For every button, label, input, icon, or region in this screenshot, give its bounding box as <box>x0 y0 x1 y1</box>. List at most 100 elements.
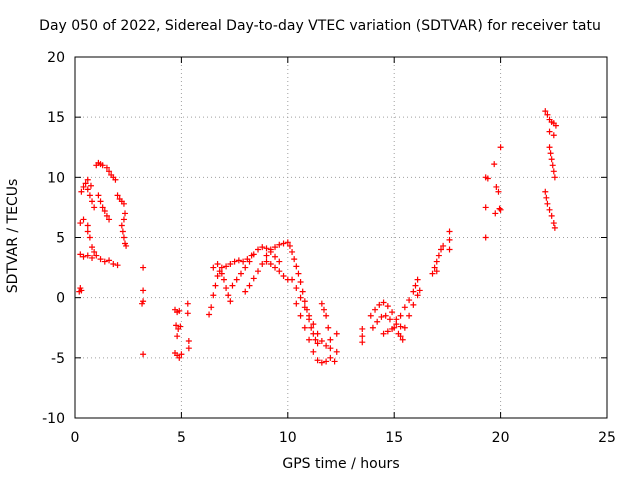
data-point <box>552 122 559 129</box>
data-point <box>482 234 489 241</box>
data-point <box>435 252 442 259</box>
data-point <box>176 354 183 361</box>
data-point <box>176 307 183 314</box>
data-point <box>284 239 291 246</box>
data-point <box>369 324 376 331</box>
data-point <box>84 186 91 193</box>
data-point <box>320 306 327 313</box>
data-point <box>184 300 191 307</box>
data-point <box>323 358 330 365</box>
data-point <box>86 234 93 241</box>
data-point <box>295 270 302 277</box>
data-point <box>84 228 91 235</box>
x-tick-label: 10 <box>279 430 297 446</box>
data-point <box>384 328 391 335</box>
data-point <box>440 242 447 249</box>
data-point <box>323 312 330 319</box>
data-point <box>382 312 389 319</box>
data-point <box>89 244 96 251</box>
data-point <box>493 183 500 190</box>
data-point <box>314 340 321 347</box>
data-point <box>259 260 266 267</box>
data-point <box>106 168 113 175</box>
x-tick-label: 15 <box>385 430 403 446</box>
data-point <box>139 300 146 307</box>
data-point <box>120 216 127 223</box>
data-point <box>235 257 242 264</box>
data-point <box>80 216 87 223</box>
data-point <box>549 162 556 169</box>
data-point <box>359 325 366 332</box>
data-point <box>548 212 555 219</box>
data-point <box>389 325 396 332</box>
data-point <box>378 313 385 320</box>
data-point <box>308 324 315 331</box>
data-point <box>410 301 417 308</box>
data-point <box>112 176 119 183</box>
data-point <box>242 264 249 271</box>
data-point <box>293 263 300 270</box>
data-point <box>106 216 113 223</box>
data-point <box>240 258 247 265</box>
data-point <box>543 194 550 201</box>
y-tick-label: 15 <box>47 110 65 126</box>
data-point <box>433 258 440 265</box>
y-tick-label: 20 <box>47 50 65 66</box>
data-point <box>250 275 257 282</box>
x-tick-label: 0 <box>71 430 80 446</box>
data-point <box>312 336 319 343</box>
data-point <box>380 330 387 337</box>
data-point <box>401 324 408 331</box>
data-point <box>380 299 387 306</box>
data-point <box>80 183 87 190</box>
data-point <box>389 309 396 316</box>
data-point <box>106 257 113 264</box>
data-point <box>318 337 325 344</box>
data-point <box>551 224 558 231</box>
data-point <box>122 210 129 217</box>
data-point <box>318 300 325 307</box>
data-point <box>177 323 184 330</box>
data-point <box>231 258 238 265</box>
data-point <box>91 204 98 211</box>
data-point <box>178 351 185 358</box>
data-point <box>431 264 438 271</box>
data-point <box>542 188 549 195</box>
data-point <box>327 345 334 352</box>
data-point <box>384 303 391 310</box>
data-point <box>438 246 445 253</box>
data-point <box>246 282 253 289</box>
data-point <box>376 301 383 308</box>
data-point <box>397 323 404 330</box>
data-point <box>233 276 240 283</box>
data-point <box>446 246 453 253</box>
data-point <box>101 208 108 215</box>
data-point <box>220 276 227 283</box>
data-point <box>310 348 317 355</box>
data-point <box>184 310 191 317</box>
data-point <box>267 246 274 253</box>
data-point <box>333 348 340 355</box>
data-point <box>497 144 504 151</box>
data-point <box>210 292 217 299</box>
data-point <box>78 188 85 195</box>
data-point <box>323 342 330 349</box>
data-point <box>89 198 96 205</box>
data-point <box>140 264 147 271</box>
data-point <box>267 260 274 267</box>
data-point <box>77 220 84 227</box>
data-point <box>218 264 225 271</box>
data-point <box>214 260 221 267</box>
data-point <box>97 256 104 263</box>
data-point <box>223 285 230 292</box>
data-point <box>173 322 180 329</box>
data-point <box>406 297 413 304</box>
data-point <box>255 268 262 275</box>
data-point <box>185 345 192 352</box>
data-point <box>99 204 106 211</box>
data-point <box>495 188 502 195</box>
data-point <box>263 252 270 259</box>
chart-title: Day 050 of 2022, Sidereal Day-to-day VTE… <box>39 18 601 34</box>
data-point <box>218 270 225 277</box>
data-point <box>103 164 110 171</box>
